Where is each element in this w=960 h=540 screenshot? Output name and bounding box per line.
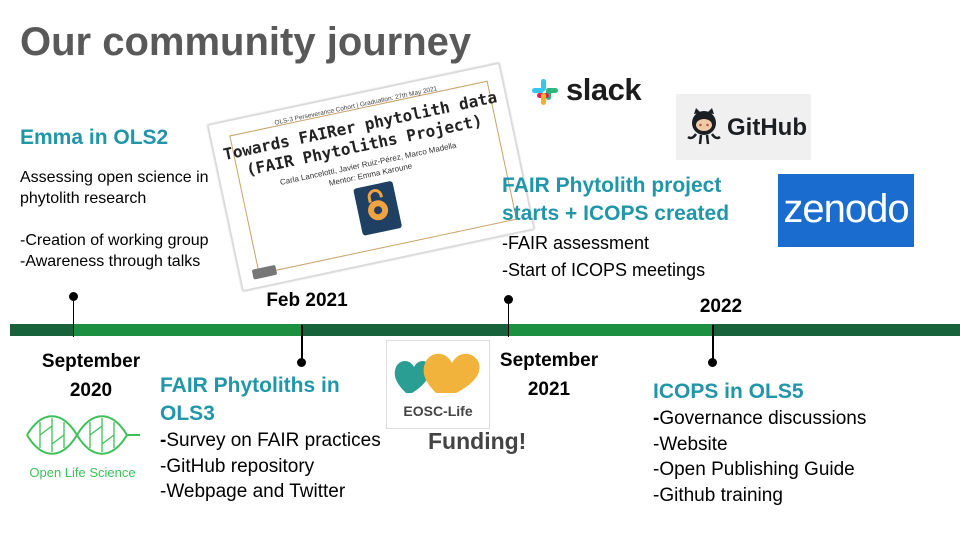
emma-description: Assessing open science in phytolith rese…	[20, 167, 235, 272]
ols3-heading-line: FAIR Phytoliths in	[160, 374, 340, 397]
zenodo-logo: zenodo	[778, 174, 914, 247]
timeline-segment	[712, 324, 960, 336]
timeline-marker-dot	[297, 358, 306, 367]
icops-items: -Governance discussions -Website -Open P…	[653, 406, 866, 508]
date-sep-2021: September 2021	[486, 346, 612, 404]
fair-project-item: -FAIR assessment	[502, 233, 650, 253]
icops-item: -Website	[653, 433, 728, 455]
timeline-marker-line	[712, 325, 714, 361]
fair-project-heading-line: starts + ICOPS created	[502, 202, 730, 225]
poster-picture	[353, 180, 403, 236]
ols3-item: -Survey on FAIR practices	[160, 428, 381, 454]
timeline-marker-line	[507, 300, 509, 337]
icops-item-text: Governance discussions	[659, 408, 867, 429]
timeline-marker-dot	[503, 295, 513, 304]
emma-item: -Creation of working group	[20, 232, 209, 249]
date-line: September	[41, 351, 141, 372]
funding-label: Funding!	[428, 428, 527, 454]
open-life-science-wordmark: Open Life Science	[29, 465, 136, 480]
date-line: 2020	[69, 380, 113, 401]
icops-item: -Open Publishing Guide	[653, 459, 855, 480]
fair-project-heading-line: FAIR Phytolith project	[502, 174, 722, 197]
ols3-item: -GitHub repository	[160, 455, 315, 477]
github-logo: GitHub	[676, 94, 811, 160]
timeline-marker-dot	[68, 292, 78, 301]
poster-image: OLS-3 Perseverance Cohort | Graduation: …	[207, 62, 535, 292]
timeline-marker-line	[301, 325, 303, 361]
cc-license-icon	[251, 264, 278, 280]
ols3-item-dash: -	[160, 430, 167, 451]
ols3-items: -Survey on FAIR practices -GitHub reposi…	[160, 428, 381, 505]
timeline-segment	[301, 324, 508, 336]
timeline-segment	[508, 324, 712, 336]
eosc-life-wordmark: EOSC-Life	[403, 403, 473, 419]
ols3-item: -Webpage and Twitter	[160, 481, 346, 502]
icops-item: -Governance discussions	[653, 406, 866, 432]
zenodo-wordmark: zenodo	[783, 187, 909, 231]
date-line: 2021	[527, 379, 571, 400]
ols3-heading-line: OLS3	[160, 402, 215, 425]
fair-project-items: -FAIR assessment -Start of ICOPS meeting…	[502, 230, 705, 284]
ols3-heading: FAIR Phytoliths in OLS3	[160, 372, 340, 428]
fair-project-item: -Start of ICOPS meetings	[502, 260, 706, 280]
page-title: Our community journey	[20, 20, 472, 64]
timeline-segment	[73, 324, 301, 336]
timeline-segment	[10, 324, 73, 336]
timeline-marker-line	[72, 297, 74, 337]
date-sep-2020: September 2020	[28, 347, 154, 405]
heart-icon	[394, 353, 480, 393]
dna-helix-icon	[26, 415, 140, 455]
octocat-icon	[687, 108, 721, 145]
open-access-lock-icon	[367, 189, 389, 221]
fair-project-heading: FAIR Phytolith project starts + ICOPS cr…	[502, 172, 729, 228]
timeline-marker-dot	[708, 358, 717, 367]
slack-icon	[532, 79, 558, 105]
icops-item: -Github training	[653, 484, 783, 506]
emma-desc-line: phytolith research	[20, 190, 147, 207]
icops-item-dash: -	[653, 408, 660, 429]
date-line: September	[499, 350, 599, 371]
slack-wordmark: slack	[566, 72, 642, 107]
open-life-science-logo: Open Life Science	[20, 414, 145, 486]
timeline-bar	[10, 324, 960, 336]
slack-logo: slack	[530, 72, 650, 108]
eosc-life-logo: EOSC-Life	[386, 340, 490, 429]
emma-desc-line: Assessing open science in	[20, 169, 209, 186]
ols3-item-text: Survey on FAIR practices	[166, 430, 381, 451]
emma-heading: Emma in OLS2	[20, 126, 169, 149]
icops-heading: ICOPS in OLS5	[653, 380, 804, 403]
github-wordmark: GitHub	[727, 114, 807, 141]
date-feb-2021: Feb 2021	[266, 290, 348, 311]
emma-item: -Awareness through talks	[20, 253, 201, 270]
date-2022: 2022	[699, 296, 743, 317]
